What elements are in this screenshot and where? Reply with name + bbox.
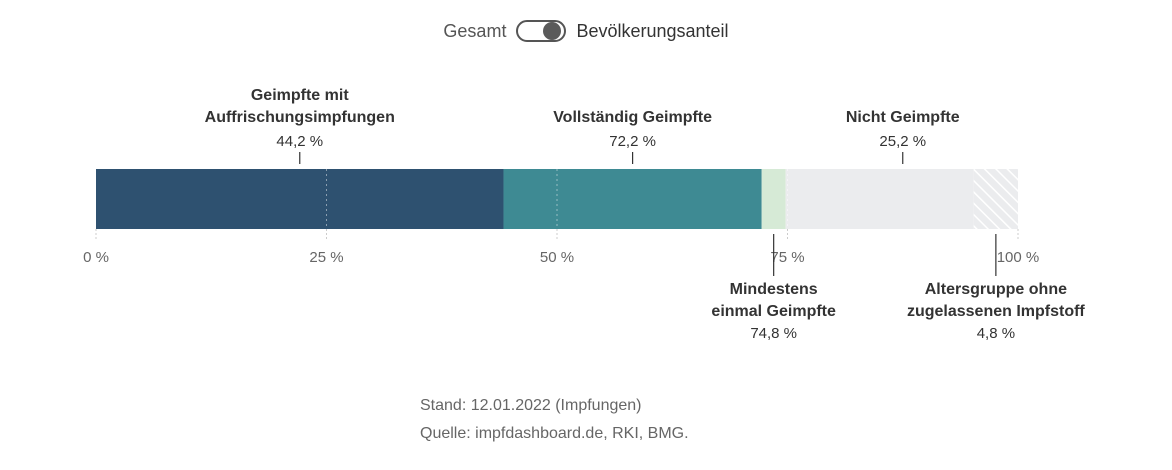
bar-segment-0 [96,169,504,229]
toggle-switch[interactable] [516,20,567,42]
view-toggle: Gesamt Bevölkerungsanteil [0,20,1172,42]
top-annotation-0-label: Auffrischungsimpfungen [205,109,395,126]
bar-segment-4 [973,169,1018,229]
bottom-annotations: Mindestens einmal Geimpfte 74,8 % Altersgru… [711,234,1085,342]
top-annotation-1-value: 72,2 % [609,133,656,150]
top-annotations: Geimpfte mit Auffrischungsimpfungen 44,2 %… [205,87,960,164]
footer-stand: Stand: 12.01.2022 (Impfungen) [420,397,642,414]
footer: Stand: 12.01.2022 (Impfungen) Quelle: im… [420,392,689,448]
bar-segment-2 [761,169,786,229]
bar-segments [96,169,1018,229]
bar-segment-3 [785,169,974,229]
bar-segment-1 [503,169,762,229]
bottom-annotation-1-label: zugelassenen Impfstoff [907,303,1085,320]
bottom-annotation-0-value: 74,8 % [750,325,797,342]
bottom-annotation-0-label: einmal Geimpfte [711,303,836,320]
bottom-annotation-1-value: 4,8 % [977,325,1015,342]
tick-label-4: 100 % [997,249,1040,266]
tick-label-0: 0 % [83,249,109,266]
toggle-label-gesamt[interactable]: Gesamt [443,20,507,41]
tick-label-1: 25 % [309,249,343,266]
footer-quelle: Quelle: impfdashboard.de, RKI, BMG. [420,425,689,442]
axis-ticks: 0 % 25 % 50 % 75 % 100 % [83,229,1039,266]
tick-label-2: 50 % [540,249,574,266]
toggle-label-bevoelkerungsanteil[interactable]: Bevölkerungsanteil [576,20,729,41]
top-annotation-0-label: Geimpfte mit [251,87,349,104]
toggle-knob [543,22,562,40]
bottom-annotation-1-label: Altersgruppe ohne [925,281,1067,298]
top-annotation-1-label: Vollständig Geimpfte [553,109,712,126]
top-annotation-2-label: Nicht Geimpfte [846,109,960,126]
gridlines [326,169,788,229]
bottom-annotation-0-label: Mindestens [730,281,818,298]
tick-label-3: 75 % [770,249,804,266]
top-annotation-2-value: 25,2 % [879,133,926,150]
top-annotation-0-value: 44,2 % [276,133,323,150]
